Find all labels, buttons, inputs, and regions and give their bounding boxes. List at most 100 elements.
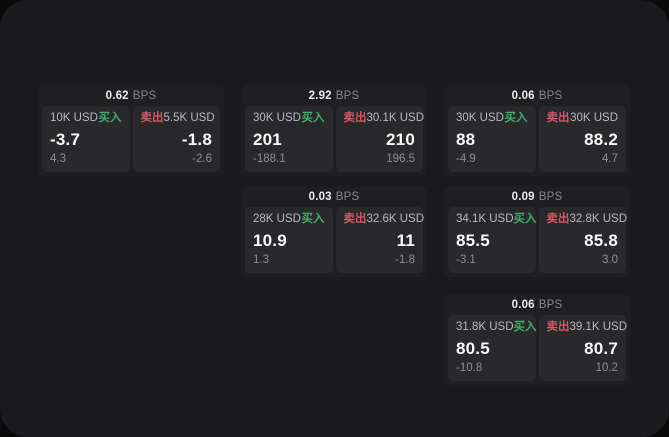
bps-unit-label: BPS — [538, 89, 563, 102]
buy-panel[interactable]: 28K USD 买入 10.9 1.3 — [245, 207, 333, 273]
sell-price: 11 — [396, 230, 415, 250]
sell-label: 卖出 — [140, 112, 164, 124]
quote-card: 0.03 BPS 28K USD 买入 10.9 1.3 卖出 32.6K US… — [241, 186, 427, 277]
bps-unit-label: BPS — [538, 190, 563, 203]
buy-label: 买入 — [513, 321, 537, 333]
sell-label: 卖出 — [343, 112, 367, 124]
sell-panel-top: 卖出 39.1K USD — [546, 321, 628, 334]
sell-panel[interactable]: 卖出 30K USD 88.2 4.7 — [538, 106, 626, 172]
sell-panel[interactable]: 卖出 39.1K USD 80.7 10.2 — [538, 315, 628, 381]
buy-price: 85.5 — [456, 230, 490, 250]
bps-value: 2.92 — [308, 89, 332, 102]
buy-label: 买入 — [98, 112, 122, 124]
bps-value: 0.03 — [308, 190, 332, 203]
bps-value: 0.06 — [511, 89, 535, 102]
sell-panel[interactable]: 卖出 32.6K USD 11 -1.8 — [335, 207, 425, 273]
sell-size: 30.1K USD — [366, 112, 425, 124]
bps-unit-label: BPS — [335, 89, 360, 102]
sell-price: 210 — [386, 129, 415, 149]
card-body: 31.8K USD 买入 80.5 -10.8 卖出 39.1K USD 80.… — [444, 315, 630, 385]
card-header: 0.03 BPS — [241, 186, 427, 207]
card-body: 34.1K USD 买入 85.5 -3.1 卖出 32.8K USD 85.8… — [444, 207, 630, 277]
sell-delta: -2.6 — [192, 153, 212, 165]
sell-price: 88.2 — [584, 129, 618, 149]
sell-delta: 3.0 — [602, 254, 618, 266]
buy-size: 30K USD — [253, 112, 301, 124]
card-header: 0.09 BPS — [444, 186, 630, 207]
sell-panel[interactable]: 卖出 32.8K USD 85.8 3.0 — [538, 207, 628, 273]
buy-size: 31.8K USD — [456, 321, 514, 333]
sell-panel[interactable]: 卖出 5.5K USD -1.8 -2.6 — [132, 106, 220, 172]
sell-panel-top: 卖出 30.1K USD — [343, 112, 425, 125]
sell-size: 30K USD — [570, 112, 618, 124]
buy-delta: 1.3 — [253, 254, 269, 266]
buy-panel-top: 28K USD 买入 — [253, 213, 325, 226]
sell-panel-top: 卖出 32.8K USD — [546, 213, 628, 226]
card-body: 10K USD 买入 -3.7 4.3 卖出 5.5K USD -1.8 -2.… — [38, 106, 224, 176]
sell-label: 卖出 — [546, 213, 570, 225]
sell-price: -1.8 — [181, 129, 212, 149]
buy-delta: 4.3 — [50, 153, 66, 165]
buy-panel-top: 10K USD 买入 — [50, 112, 122, 125]
card-body: 28K USD 买入 10.9 1.3 卖出 32.6K USD 11 -1.8 — [241, 207, 427, 277]
buy-size: 28K USD — [253, 213, 301, 225]
buy-panel-top: 31.8K USD 买入 — [456, 321, 537, 334]
buy-size: 30K USD — [456, 112, 504, 124]
sell-label: 卖出 — [343, 213, 367, 225]
sell-price: 80.7 — [584, 338, 618, 358]
card-body: 30K USD 买入 88 -4.9 卖出 30K USD 88.2 4.7 — [444, 106, 630, 176]
buy-delta: -188.1 — [253, 153, 286, 165]
buy-panel[interactable]: 34.1K USD 买入 85.5 -3.1 — [448, 207, 537, 273]
sell-label: 卖出 — [546, 321, 570, 333]
card-header: 2.92 BPS — [241, 85, 427, 106]
buy-price: -3.7 — [50, 129, 81, 149]
buy-size: 10K USD — [50, 112, 98, 124]
sell-size: 5.5K USD — [163, 112, 215, 124]
sell-price: 85.8 — [584, 230, 618, 250]
buy-panel[interactable]: 10K USD 买入 -3.7 4.3 — [42, 106, 130, 172]
buy-panel-top: 30K USD 买入 — [456, 112, 528, 125]
buy-panel[interactable]: 30K USD 买入 201 -188.1 — [245, 106, 333, 172]
quote-card: 2.92 BPS 30K USD 买入 201 -188.1 卖出 30.1K … — [241, 85, 427, 176]
bps-unit-label: BPS — [335, 190, 360, 203]
buy-panel[interactable]: 30K USD 买入 88 -4.9 — [448, 106, 536, 172]
buy-price: 80.5 — [456, 338, 490, 358]
sell-panel-top: 卖出 5.5K USD — [140, 112, 215, 125]
card-header: 0.06 BPS — [444, 85, 630, 106]
sell-delta: 4.7 — [602, 153, 618, 165]
bps-value: 0.62 — [105, 89, 129, 102]
sell-size: 32.8K USD — [569, 213, 628, 225]
card-header: 0.62 BPS — [38, 85, 224, 106]
bps-value: 0.06 — [511, 298, 535, 311]
sell-size: 32.6K USD — [366, 213, 425, 225]
bps-value: 0.09 — [511, 190, 535, 203]
sell-label: 卖出 — [546, 112, 570, 124]
quote-card: 0.06 BPS 31.8K USD 买入 80.5 -10.8 卖出 39.1… — [444, 294, 630, 385]
sell-delta: 10.2 — [595, 362, 618, 374]
buy-panel-top: 34.1K USD 买入 — [456, 213, 537, 226]
bps-unit-label: BPS — [132, 89, 157, 102]
buy-size: 34.1K USD — [456, 213, 514, 225]
buy-label: 买入 — [301, 112, 325, 124]
sell-panel-top: 卖出 30K USD — [547, 112, 619, 125]
buy-price: 88 — [456, 129, 476, 149]
buy-price: 10.9 — [253, 230, 287, 250]
buy-label: 买入 — [301, 213, 325, 225]
buy-delta: -4.9 — [456, 153, 476, 165]
buy-panel[interactable]: 31.8K USD 买入 80.5 -10.8 — [448, 315, 537, 381]
quote-card: 0.62 BPS 10K USD 买入 -3.7 4.3 卖出 5.5K USD… — [38, 85, 224, 176]
sell-panel-top: 卖出 32.6K USD — [343, 213, 425, 226]
buy-label: 买入 — [504, 112, 528, 124]
buy-delta: -3.1 — [456, 254, 476, 266]
card-body: 30K USD 买入 201 -188.1 卖出 30.1K USD 210 1… — [241, 106, 427, 176]
quote-card: 0.06 BPS 30K USD 买入 88 -4.9 卖出 30K USD 8… — [444, 85, 630, 176]
quote-card: 0.09 BPS 34.1K USD 买入 85.5 -3.1 卖出 32.8K… — [444, 186, 630, 277]
bps-unit-label: BPS — [538, 298, 563, 311]
sell-delta: -1.8 — [395, 254, 415, 266]
buy-price: 201 — [253, 129, 282, 149]
sell-size: 39.1K USD — [569, 321, 628, 333]
buy-delta: -10.8 — [456, 362, 483, 374]
sell-panel[interactable]: 卖出 30.1K USD 210 196.5 — [335, 106, 425, 172]
